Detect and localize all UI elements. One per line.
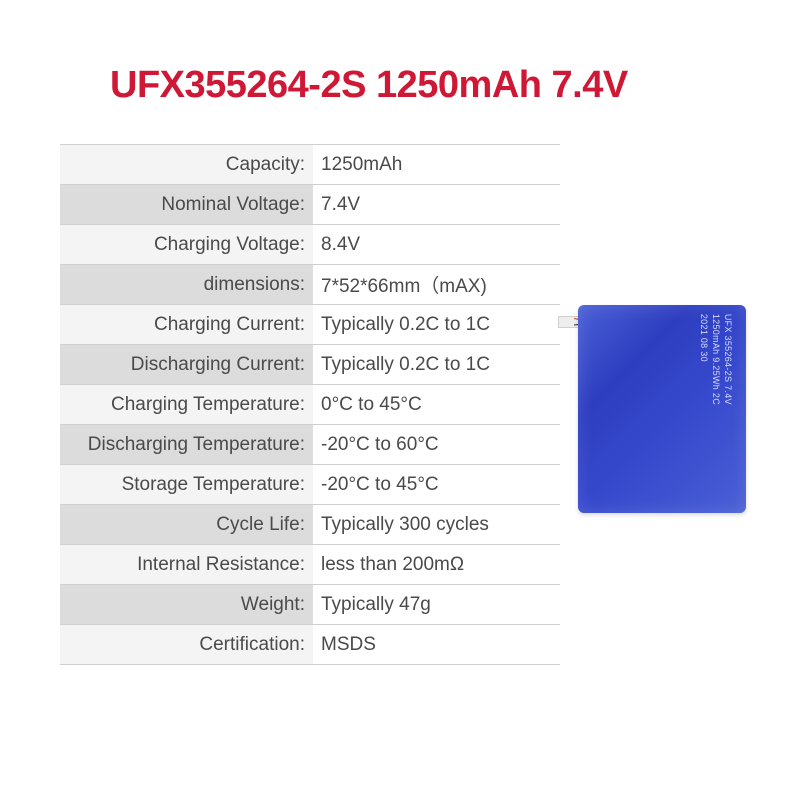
- spec-value: Typically 0.2C to 1C: [313, 305, 560, 344]
- spec-label: Discharging Current:: [60, 345, 313, 384]
- spec-table: Capacity:1250mAhNominal Voltage:7.4VChar…: [60, 144, 560, 665]
- spec-value: 8.4V: [313, 225, 560, 264]
- battery-print-label: UFX 355264-2S 7.4V1250mAh 9.25Wh 2C2021 …: [698, 314, 734, 405]
- spec-value: -20°C to 45°C: [313, 465, 560, 504]
- table-row: Certification:MSDS: [60, 625, 560, 665]
- spec-value: 7*52*66mm（mAX): [313, 265, 560, 304]
- spec-label: Charging Temperature:: [60, 385, 313, 424]
- spec-label: Capacity:: [60, 145, 313, 184]
- table-row: Charging Temperature:0°C to 45°C: [60, 385, 560, 425]
- spec-label: Storage Temperature:: [60, 465, 313, 504]
- spec-label: Charging Current:: [60, 305, 313, 344]
- table-row: Cycle Life:Typically 300 cycles: [60, 505, 560, 545]
- spec-value: MSDS: [313, 625, 560, 664]
- battery-image: UFX 355264-2S 7.4V1250mAh 9.25Wh 2C2021 …: [578, 305, 746, 513]
- spec-label: Charging Voltage:: [60, 225, 313, 264]
- spec-label: Discharging Temperature:: [60, 425, 313, 464]
- spec-value: Typically 47g: [313, 585, 560, 624]
- table-row: dimensions:7*52*66mm（mAX): [60, 265, 560, 305]
- table-row: Charging Current:Typically 0.2C to 1C: [60, 305, 560, 345]
- table-row: Internal Resistance:less than 200mΩ: [60, 545, 560, 585]
- spec-value: Typically 300 cycles: [313, 505, 560, 544]
- table-row: Discharging Temperature:-20°C to 60°C: [60, 425, 560, 465]
- battery-label-line: 1250mAh 9.25Wh 2C: [711, 314, 721, 405]
- spec-label: Weight:: [60, 585, 313, 624]
- spec-label: Nominal Voltage:: [60, 185, 313, 224]
- spec-value: less than 200mΩ: [313, 545, 560, 584]
- spec-value: 1250mAh: [313, 145, 560, 184]
- table-row: Capacity:1250mAh: [60, 145, 560, 185]
- product-title: UFX355264-2S 1250mAh 7.4V: [110, 64, 628, 107]
- table-row: Storage Temperature:-20°C to 45°C: [60, 465, 560, 505]
- spec-label: Internal Resistance:: [60, 545, 313, 584]
- table-row: Weight:Typically 47g: [60, 585, 560, 625]
- spec-value: 0°C to 45°C: [313, 385, 560, 424]
- table-row: Discharging Current:Typically 0.2C to 1C: [60, 345, 560, 385]
- battery-label-line: 2021 08 30: [699, 314, 709, 362]
- spec-value: Typically 0.2C to 1C: [313, 345, 560, 384]
- spec-label: Certification:: [60, 625, 313, 664]
- spec-value: -20°C to 60°C: [313, 425, 560, 464]
- table-row: Nominal Voltage:7.4V: [60, 185, 560, 225]
- battery-label-line: UFX 355264-2S 7.4V: [723, 314, 733, 405]
- spec-label: dimensions:: [60, 265, 313, 304]
- table-row: Charging Voltage:8.4V: [60, 225, 560, 265]
- spec-value: 7.4V: [313, 185, 560, 224]
- spec-label: Cycle Life:: [60, 505, 313, 544]
